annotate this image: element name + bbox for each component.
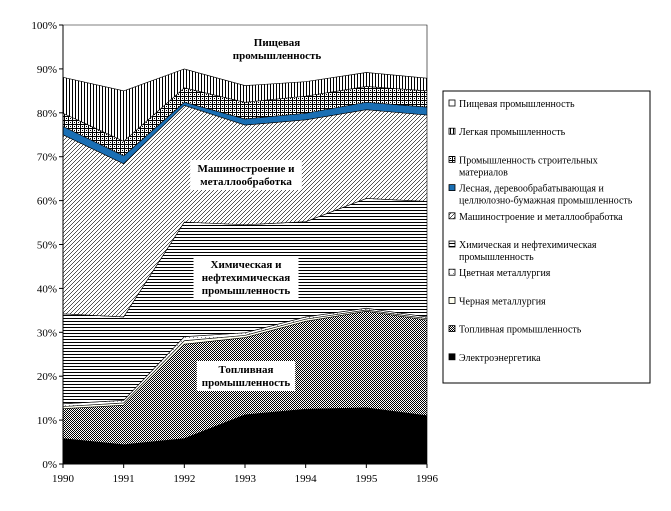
legend-item-машиностроение-и-металлообработка: Машиностроение и металлообработка	[448, 212, 623, 223]
legend-label: Пищевая промышленность	[459, 99, 575, 110]
x-tick-label: 1991	[113, 473, 135, 485]
x-tick-label: 1995	[355, 473, 378, 485]
annotation-line: Топливная	[219, 364, 274, 376]
legend-label: Лесная, деревообрабатывающая и	[459, 184, 604, 195]
y-tick-label: 10%	[37, 415, 57, 427]
x-tick-label: 1993	[234, 473, 257, 485]
y-tick-label: 90%	[37, 64, 57, 76]
y-tick-label: 30%	[37, 327, 57, 339]
legend-swatch	[448, 325, 456, 333]
legend-swatch	[448, 155, 456, 163]
legend-swatch	[448, 127, 456, 135]
annotation-line: Химическая и	[211, 259, 283, 271]
legend-label: Машиностроение и металлообработка	[459, 212, 623, 223]
legend-swatch	[448, 212, 456, 220]
annotation-2: Химическая инефтехимическаяпромышленност…	[193, 256, 299, 299]
annotation-line: Машиностроение и	[198, 163, 296, 175]
annotation-background	[227, 34, 327, 64]
y-tick-label: 20%	[37, 371, 57, 383]
legend-label: Электроэнергетика	[459, 353, 541, 364]
legend-item-легкая-промышленность: Легкая промышленность	[448, 127, 566, 138]
area-series-layer	[62, 24, 428, 465]
legend-item-черная-металлургия: Черная металлургия	[448, 296, 546, 307]
legend-swatch	[448, 240, 456, 248]
annotation-background	[193, 256, 299, 299]
y-tick-label: 40%	[37, 283, 57, 295]
legend-swatch	[448, 268, 456, 276]
y-tick-label: 70%	[37, 152, 57, 164]
legend-label: промышленность	[459, 252, 534, 263]
annotation-background	[190, 160, 302, 190]
legend-label: Черная металлургия	[459, 296, 546, 307]
legend-label: Цветная металлургия	[459, 268, 551, 279]
x-tick-label: 1990	[52, 473, 75, 485]
legend-label: Легкая промышленность	[459, 127, 566, 138]
legend-label: Топливная промышленность	[459, 325, 582, 336]
y-tick-label: 60%	[37, 196, 57, 208]
x-tick-label: 1992	[173, 473, 195, 485]
y-tick-label: 80%	[37, 108, 57, 120]
y-tick-label: 100%	[31, 20, 57, 32]
legend-item-электроэнергетика: Электроэнергетика	[448, 353, 541, 364]
annotation-line: промышленность	[233, 50, 322, 62]
legend-item-химическая-и-нефтехимическая-промышленно: Химическая и нефтехимическаяпромышленнос…	[448, 240, 597, 263]
x-tick-label: 1996	[416, 473, 439, 485]
legend-swatch	[448, 296, 456, 304]
legend-item-топливная-промышленность: Топливная промышленность	[448, 325, 582, 336]
annotation-line: промышленность	[202, 285, 291, 297]
axes: 0% 10% 20% 30% 40% 50% 60% 70% 80% 90% 100% 1990 199…	[31, 20, 438, 485]
legend-swatch	[448, 184, 456, 192]
legend-item-пищевая-промышленность: Пищевая промышленность	[448, 99, 575, 110]
y-tick-label: 50%	[37, 240, 57, 252]
legend-label: целлюлозно-бумажная промышленность	[459, 196, 633, 207]
y-tick-label: 0%	[42, 459, 57, 471]
x-tick-label: 1994	[295, 473, 318, 485]
annotation-line: промышленность	[202, 377, 291, 389]
annotation-line: Пищевая	[254, 37, 301, 49]
annotation-line: нефтехимическая	[202, 272, 290, 284]
legend-label: материалов	[459, 167, 508, 178]
annotation-line: металлообработка	[200, 176, 292, 188]
legend-item-лесная-деревообрабатывающая-и-целлюлозно: Лесная, деревообрабатывающая ицеллюлозно…	[448, 184, 633, 207]
legend-label: Химическая и нефтехимическая	[459, 240, 597, 251]
legend-swatch	[448, 99, 456, 107]
legend-label: Промышленность строительных	[459, 155, 598, 166]
legend-item-цветная-металлургия: Цветная металлургия	[448, 268, 551, 279]
legend-box	[442, 90, 651, 384]
annotation-background	[196, 361, 296, 391]
legend: Пищевая промышленность Легкая промышленно…	[442, 90, 651, 384]
legend-swatch	[448, 353, 456, 361]
